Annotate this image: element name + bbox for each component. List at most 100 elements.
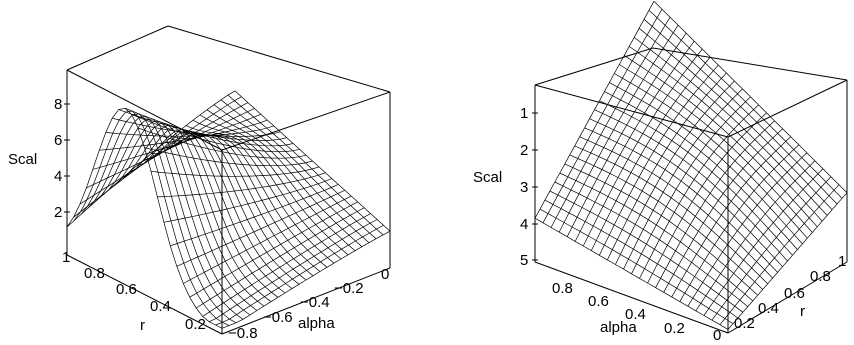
r-tick-left-1: 0.4 bbox=[150, 298, 171, 315]
left-mesh-line-v bbox=[80, 113, 237, 324]
alpha-tick-left-4: 0 bbox=[381, 266, 389, 283]
right-mesh-line-v bbox=[574, 145, 768, 285]
right-mesh-line-u bbox=[703, 168, 824, 316]
z-axis-right: 1 2 3 4 5 Scal bbox=[473, 105, 538, 269]
right-mesh-line-v bbox=[559, 172, 754, 302]
left-mesh-line-v bbox=[234, 90, 391, 232]
z-tick-left-3: 8 bbox=[54, 96, 62, 113]
right-mesh-line-v bbox=[534, 217, 729, 330]
left-mesh-line-u bbox=[73, 96, 242, 218]
z-tick-right-4: 5 bbox=[520, 252, 528, 269]
right-mesh-line-v bbox=[628, 46, 823, 222]
surface-mesh-right bbox=[534, 0, 848, 330]
z-tick-right-1: 2 bbox=[520, 142, 528, 159]
alpha-axis-label-left: alpha bbox=[298, 315, 335, 332]
left-mesh-line-u bbox=[150, 166, 320, 177]
z-tick-right-2: 3 bbox=[520, 179, 528, 196]
right-mesh-line-v bbox=[624, 55, 818, 228]
right-mesh-line-v bbox=[569, 154, 763, 290]
alpha-tick-right-2: 0.4 bbox=[625, 306, 646, 323]
alpha-axis-right: 0.8 0.6 0.4 0.2 0 alpha bbox=[552, 280, 721, 344]
right-mesh-line-v bbox=[653, 0, 848, 193]
right-mesh-line-v bbox=[599, 100, 793, 256]
left-mesh-line-v bbox=[164, 134, 321, 272]
right-mesh-line-v bbox=[589, 118, 783, 267]
right-mesh-line-v bbox=[544, 199, 739, 319]
r-axis-label-left: r bbox=[140, 317, 145, 334]
surface-plot-left: 2 4 6 8 Scal 0.2 0.4 0.6 0.8 1 r −0.8 −0… bbox=[8, 25, 391, 342]
r-tick-right-1: 0.4 bbox=[758, 300, 779, 317]
r-tick-left-0: 0.2 bbox=[185, 316, 206, 333]
alpha-tick-left-3: −0.2 bbox=[334, 280, 364, 297]
alpha-tick-left-1: −0.6 bbox=[263, 309, 293, 326]
r-axis-label-right: r bbox=[800, 303, 805, 320]
z-axis-left: 2 4 6 8 Scal bbox=[8, 96, 70, 221]
left-mesh-line-v bbox=[94, 118, 251, 316]
z-tick-left-1: 4 bbox=[54, 168, 62, 185]
left-mesh-line-v bbox=[213, 104, 370, 243]
r-axis-right: 0.2 0.4 0.6 0.8 1 r bbox=[734, 253, 846, 332]
z-tick-left-0: 2 bbox=[54, 204, 62, 221]
z-axis-label-right: Scal bbox=[473, 169, 502, 186]
bounding-box-right bbox=[534, 47, 848, 334]
left-mesh-line-v bbox=[73, 110, 230, 326]
r-tick-right-0: 0.2 bbox=[734, 315, 755, 332]
right-mesh-line-v bbox=[539, 208, 734, 324]
r-tick-right-3: 0.8 bbox=[810, 268, 831, 285]
r-tick-right-4: 1 bbox=[838, 253, 846, 270]
right-mesh-line-v bbox=[594, 109, 788, 262]
right-mesh-line-v bbox=[648, 9, 843, 199]
right-mesh-line-v bbox=[549, 190, 744, 313]
r-axis-left: 0.2 0.4 0.6 0.8 1 r bbox=[62, 249, 206, 334]
r-tick-left-4: 1 bbox=[62, 249, 70, 266]
left-mesh-line-v bbox=[136, 130, 293, 289]
right-mesh-line-v bbox=[633, 37, 828, 216]
z-axis-label-left: Scal bbox=[8, 151, 37, 168]
right-mesh-line-v bbox=[579, 136, 773, 279]
left-mesh-line-v bbox=[185, 125, 342, 260]
left-mesh-line-v bbox=[150, 133, 307, 281]
alpha-tick-right-4: 0 bbox=[713, 327, 721, 344]
right-mesh-line-v bbox=[584, 127, 778, 273]
alpha-tick-right-1: 0.6 bbox=[588, 293, 609, 310]
surface-plot-right: 1 2 3 4 5 Scal 0.8 0.6 0.4 0.2 0 alpha 0… bbox=[473, 0, 848, 344]
right-mesh-line-u bbox=[542, 9, 663, 223]
z-tick-left-2: 6 bbox=[54, 132, 62, 149]
right-mesh-line-v bbox=[609, 82, 803, 245]
left-mesh-line-v bbox=[199, 114, 356, 251]
z-tick-right-3: 4 bbox=[520, 216, 528, 233]
alpha-tick-right-3: 0.2 bbox=[664, 320, 685, 337]
right-mesh-line-v bbox=[638, 28, 833, 210]
left-mesh-line-v bbox=[220, 99, 377, 239]
left-mesh-line-v bbox=[108, 123, 265, 307]
left-mesh-line-v bbox=[143, 132, 300, 285]
left-mesh-line-v bbox=[192, 119, 349, 256]
alpha-axis-label-right: alpha bbox=[600, 319, 637, 336]
right-mesh-line-u bbox=[727, 192, 848, 330]
right-mesh-line-u bbox=[558, 24, 679, 233]
surface-mesh-left bbox=[66, 90, 391, 329]
left-mesh-line-v bbox=[115, 125, 272, 302]
left-mesh-line-v bbox=[122, 126, 279, 298]
z-tick-right-0: 1 bbox=[520, 105, 528, 122]
left-mesh-line-v bbox=[87, 116, 244, 320]
right-mesh-line-v bbox=[604, 91, 798, 250]
r-tick-right-2: 0.6 bbox=[784, 285, 805, 302]
alpha-tick-left-2: −0.4 bbox=[300, 294, 330, 311]
alpha-tick-right-0: 0.8 bbox=[552, 280, 573, 297]
left-mesh-line-v bbox=[66, 107, 223, 329]
right-mesh-line-v bbox=[554, 181, 749, 307]
alpha-axis-left: −0.8 −0.6 −0.4 −0.2 0 alpha bbox=[228, 266, 389, 342]
right-mesh-line-v bbox=[564, 163, 759, 296]
left-mesh-line-v bbox=[178, 130, 335, 264]
right-mesh-line-v bbox=[643, 19, 838, 205]
left-mesh-line-v bbox=[227, 94, 384, 236]
left-mesh-line-v bbox=[206, 109, 363, 247]
left-mesh-line-v bbox=[171, 135, 328, 268]
left-mesh-line-v bbox=[101, 120, 258, 311]
r-tick-left-3: 0.8 bbox=[84, 265, 105, 282]
r-tick-left-2: 0.6 bbox=[116, 281, 137, 298]
right-mesh-line-v bbox=[614, 73, 808, 239]
right-mesh-line-v bbox=[619, 64, 813, 233]
